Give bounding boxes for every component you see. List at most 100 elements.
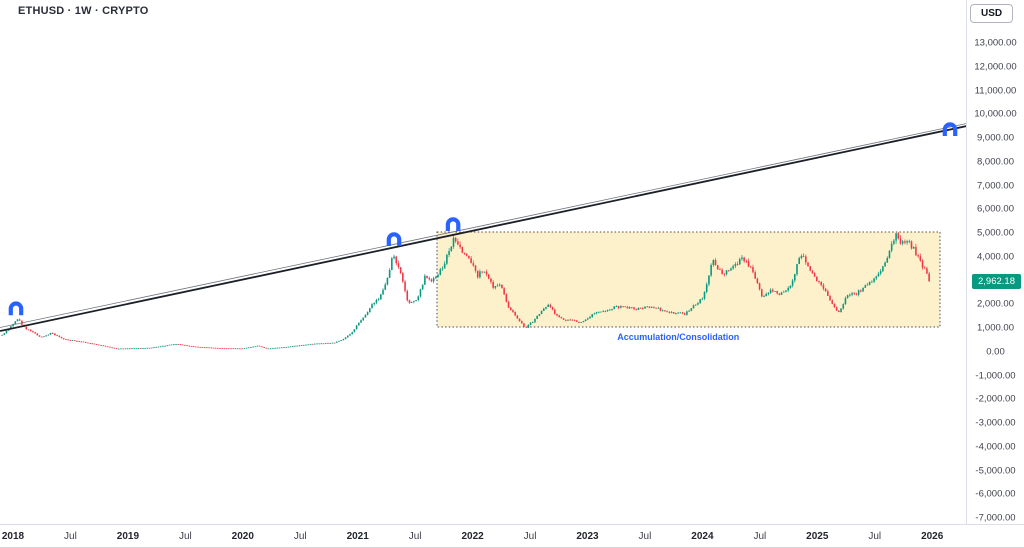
candlestick-chart[interactable]: Accumulation/Consolidation [0,0,966,524]
candle-body [287,346,290,348]
candle-body [162,345,164,347]
candlestick-series[interactable] [1,231,930,350]
candle-body [122,348,124,350]
candle-body [437,274,439,277]
candle-body [633,307,635,310]
candle-body [375,299,378,303]
candle-body [758,283,761,290]
candle-body [102,345,105,347]
candle-body [670,312,673,313]
candle-body [296,345,298,347]
candle-body [382,289,384,295]
candle-body [624,306,627,308]
candle-body [653,306,655,308]
price-tick: 10,000.00 [974,108,1017,120]
candle-body [681,312,684,314]
price-tick: 1,000.00 [977,322,1014,334]
candle-body [476,270,479,278]
candle-body [351,332,354,335]
candle-body [789,285,792,288]
candle-body [754,272,756,279]
candle-body [164,345,166,347]
candle-body [346,335,349,338]
candle-body [60,336,63,339]
candle-body [468,255,470,259]
time-tick: 2024 [691,531,714,542]
time-tick: 2022 [461,531,484,542]
magnet-icon[interactable] [8,301,24,316]
candle-body [69,340,72,341]
candle-body [278,347,281,349]
candle-body [104,345,107,347]
candle-body [743,257,745,262]
magnet-icon[interactable] [386,232,402,247]
candle-body [485,271,488,275]
candle-body [736,264,739,265]
candle-body [329,342,331,344]
time-tick: 2021 [346,531,369,542]
candle-body [708,275,710,285]
candle-body [362,317,365,321]
candle-body [567,319,569,321]
candle-body [824,288,827,292]
candle-body [426,275,428,279]
candle-body [474,265,477,271]
magnet-icon[interactable] [445,217,461,231]
candle-body [483,271,486,273]
candle-body [609,309,611,311]
time-axis[interactable]: 2018 Jul 2019 Jul 2020 Jul 2021 Jul 2022 Jul 2023 J… [0,524,1024,548]
candle-body [285,347,287,348]
candle-body [591,314,594,317]
candle-body [186,345,188,347]
candle-body [144,347,147,349]
candle-body [802,255,805,257]
candle-body [388,269,391,278]
candle-body [763,296,765,297]
candle-body [501,284,503,289]
candle-body [395,256,398,264]
candle-body [344,337,347,340]
price-tick: 4,000.00 [977,251,1014,263]
candle-body [699,299,701,304]
candle-body [560,316,563,319]
price-axis[interactable]: USD 2,962.18 13,000.00 12,000.00 11,000.00… [966,0,1024,524]
price-tick: 11,000.00 [974,85,1017,96]
time-tick: Jul [868,531,882,542]
candle-body [360,320,362,323]
time-tick: Jul [753,531,767,542]
candle-body [844,298,847,305]
candle-body [358,322,360,326]
candle-body [212,347,215,349]
trendline[interactable] [0,125,966,332]
candle-body [487,274,490,279]
candle-body [47,334,50,336]
candle-body [247,347,250,349]
chart-canvas[interactable]: Accumulation/Consolidation ETHUSD · 1W ·… [0,0,966,524]
currency-usd-button[interactable]: USD [970,4,1014,23]
candle-body [871,281,873,283]
consolidation-box[interactable] [436,231,941,328]
candle-body [598,311,600,313]
candle-body [879,271,882,274]
accumulation-label[interactable]: Accumulation/Consolidation [617,332,739,342]
magnet-icon[interactable] [942,122,958,136]
candle-body [234,348,237,350]
candle-body [82,341,85,343]
candle-body [631,307,633,308]
candle-body [536,315,538,319]
candle-body [223,348,226,350]
trendline[interactable] [0,123,966,328]
candle-body [142,348,144,349]
candle-body [791,280,794,286]
candle-body [91,343,94,345]
candle-body [712,260,715,265]
candle-body [576,320,578,322]
price-tick: 6,000.00 [977,203,1014,215]
candle-body [727,270,730,272]
candle-body [926,268,928,274]
candle-body [421,284,424,290]
candle-body [703,291,706,299]
candle-body [688,310,690,312]
symbol-title[interactable]: ETHUSD · 1W · CRYPTO [18,5,149,17]
candle-body [51,333,54,334]
